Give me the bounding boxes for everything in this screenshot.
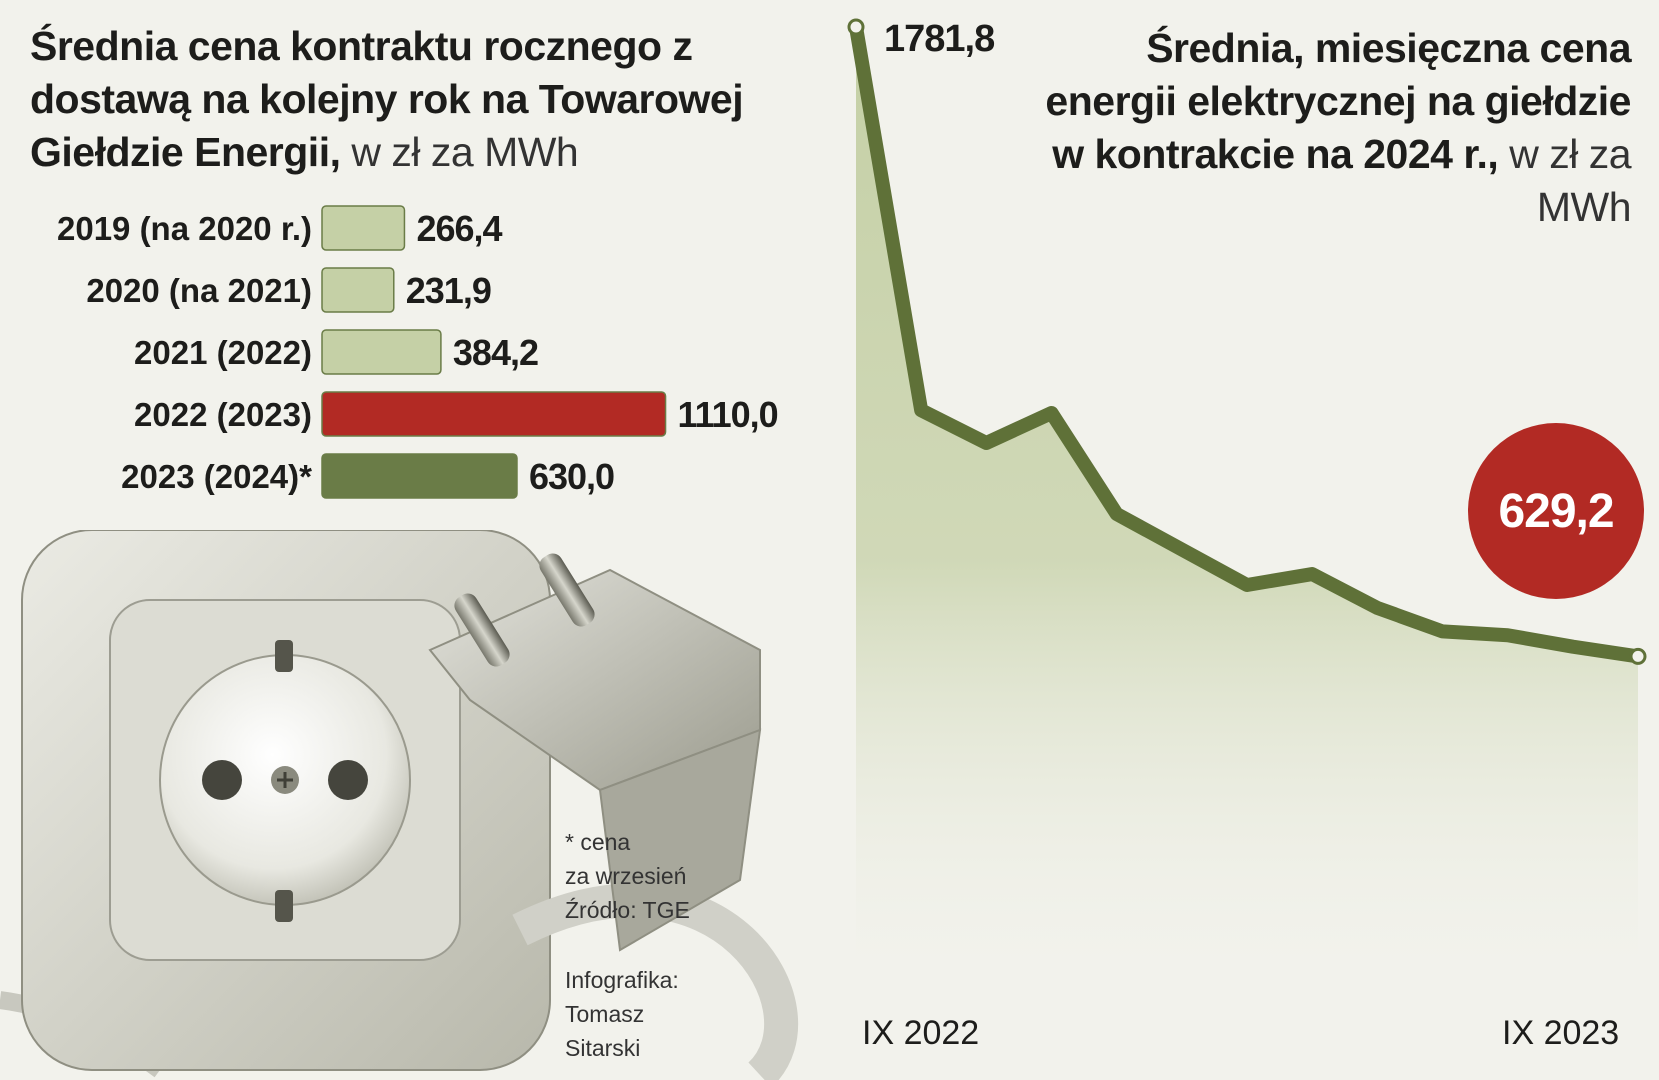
credit-line: Tomasz	[565, 1001, 645, 1027]
source-line: Źródło: TGE	[565, 897, 690, 923]
plug-icon	[428, 553, 799, 1080]
data-point	[1629, 647, 1647, 665]
bar-category-label: 2021 (2022)	[134, 334, 312, 371]
right-title-text: Średnia, miesięczna cena energii elektry…	[1045, 25, 1631, 177]
x-label-end: IX 2023	[1502, 1014, 1620, 1052]
bar-value-label: 231,9	[406, 270, 491, 311]
bar	[321, 329, 442, 375]
credit-line: Infografika:	[565, 967, 679, 993]
bar	[321, 205, 406, 251]
footnote-line: * cena	[565, 829, 631, 855]
socket-hole-icon	[202, 760, 242, 800]
series-line	[849, 20, 1645, 664]
socket-plug-illustration	[0, 530, 799, 1080]
credit-line: Sitarski	[565, 1035, 641, 1061]
latest-value-badge: 629,2	[1468, 423, 1644, 599]
left-chart-title: Średnia cena kontraktu rocznego z dostaw…	[30, 20, 830, 179]
bar-value-label: 1110,0	[678, 394, 778, 435]
x-label-start: IX 2022	[862, 1014, 980, 1052]
bar-value-label: 384,2	[453, 332, 538, 373]
left-title-unit: w zł za MWh	[340, 129, 579, 175]
left-title-text: Średnia cena kontraktu rocznego z dostaw…	[30, 23, 744, 175]
footnote: * cena za wrzesień Źródło: TGE	[565, 825, 715, 927]
bar	[321, 391, 667, 437]
bar-value-label: 266,4	[416, 208, 502, 249]
bar	[321, 453, 518, 499]
bar-chart: 2019 (na 2020 r.) 266,4 2020 (na 2021) 231,…	[57, 205, 779, 499]
right-chart-title: Średnia, miesięczna cena energii elektry…	[1011, 22, 1631, 234]
bar-category-label: 2022 (2023)	[134, 396, 312, 433]
data-point	[847, 18, 865, 36]
bar-category-label: 2020 (na 2021)	[86, 272, 312, 309]
bar-category-label: 2023 (2024)*	[121, 458, 312, 495]
area-fill	[856, 27, 1638, 1000]
peak-value-label: 1781,8	[884, 18, 995, 60]
bar-value-label: 630,0	[529, 456, 614, 497]
right-title-unit: w zł za MWh	[1498, 131, 1631, 230]
socket-hole-icon	[328, 760, 368, 800]
bar-category-label: 2019 (na 2020 r.)	[57, 210, 312, 247]
bar	[321, 267, 395, 313]
credit: Infografika: Tomasz Sitarski	[565, 963, 715, 1065]
footnote-line: za wrzesień	[565, 863, 687, 889]
